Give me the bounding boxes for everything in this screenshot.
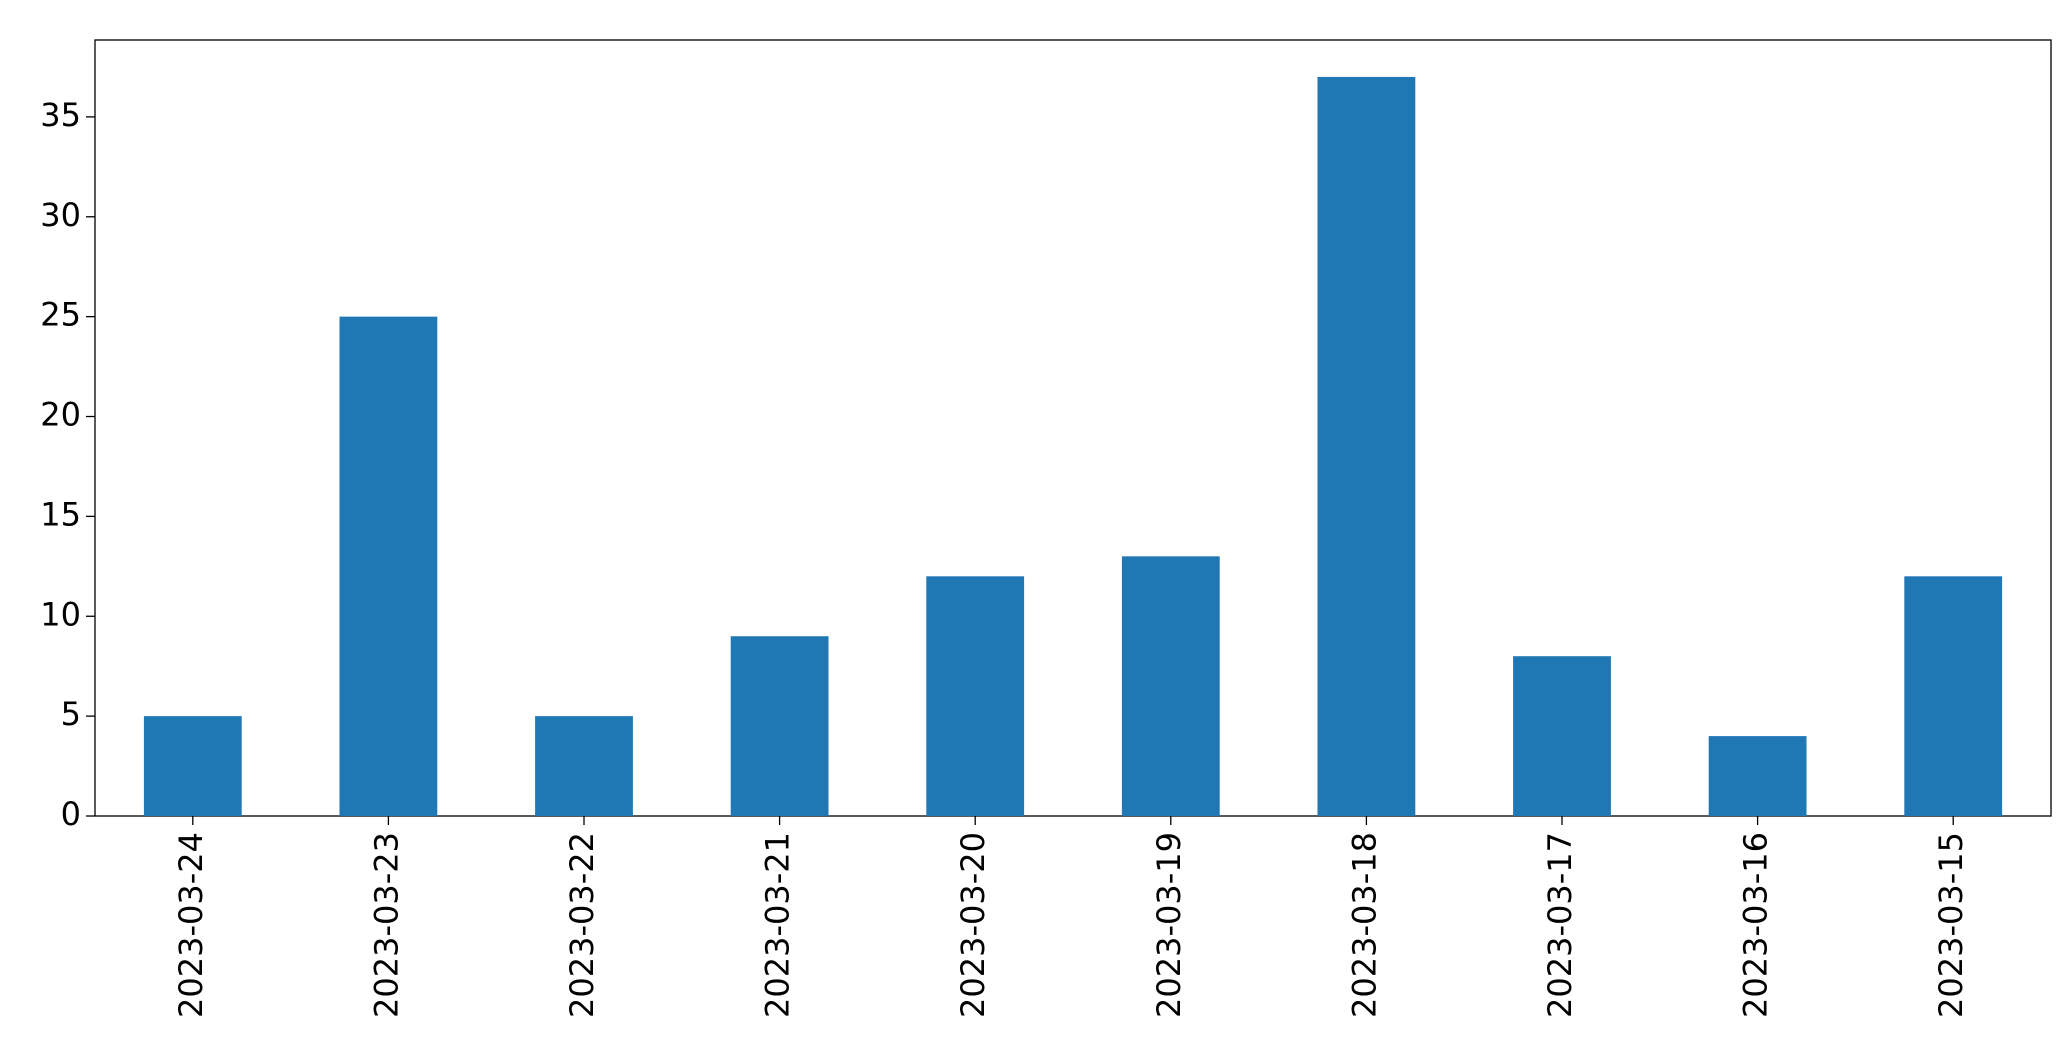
- y-tick-label: 15: [40, 495, 81, 533]
- bar: [143, 716, 242, 816]
- y-tick-label: 10: [40, 595, 81, 633]
- y-tick-label: 0: [61, 795, 81, 833]
- x-tick-label: 2023-03-17: [1541, 832, 1579, 1018]
- bar: [730, 636, 829, 816]
- bar: [1708, 736, 1807, 816]
- bar: [1513, 656, 1611, 816]
- x-tick-label: 2023-03-19: [1150, 832, 1188, 1018]
- bar: [339, 316, 438, 816]
- x-tick-label: 2023-03-21: [759, 832, 797, 1018]
- x-tick-label: 2023-03-15: [1932, 832, 1970, 1018]
- x-tick-label: 2023-03-24: [172, 832, 210, 1018]
- plot-frame: [94, 39, 2052, 817]
- y-tick-label: 20: [40, 396, 81, 434]
- y-tick-label: 5: [61, 695, 81, 733]
- x-tick-label: 2023-03-16: [1737, 832, 1775, 1018]
- y-tick-label: 30: [40, 196, 81, 234]
- y-tick-label: 25: [40, 296, 81, 334]
- bar: [1121, 556, 1220, 816]
- x-tick-label: 2023-03-23: [367, 832, 405, 1018]
- x-tick-label: 2023-03-20: [954, 832, 992, 1018]
- x-tick-label: 2023-03-18: [1345, 832, 1383, 1018]
- bar: [1317, 76, 1416, 816]
- bar: [1904, 576, 2003, 816]
- y-tick-label: 35: [40, 96, 81, 134]
- bar: [535, 716, 633, 816]
- bar: [926, 576, 1025, 816]
- x-tick-label: 2023-03-22: [563, 832, 601, 1018]
